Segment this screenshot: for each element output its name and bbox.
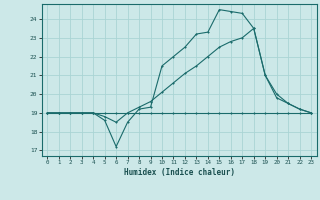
X-axis label: Humidex (Indice chaleur): Humidex (Indice chaleur) xyxy=(124,168,235,177)
